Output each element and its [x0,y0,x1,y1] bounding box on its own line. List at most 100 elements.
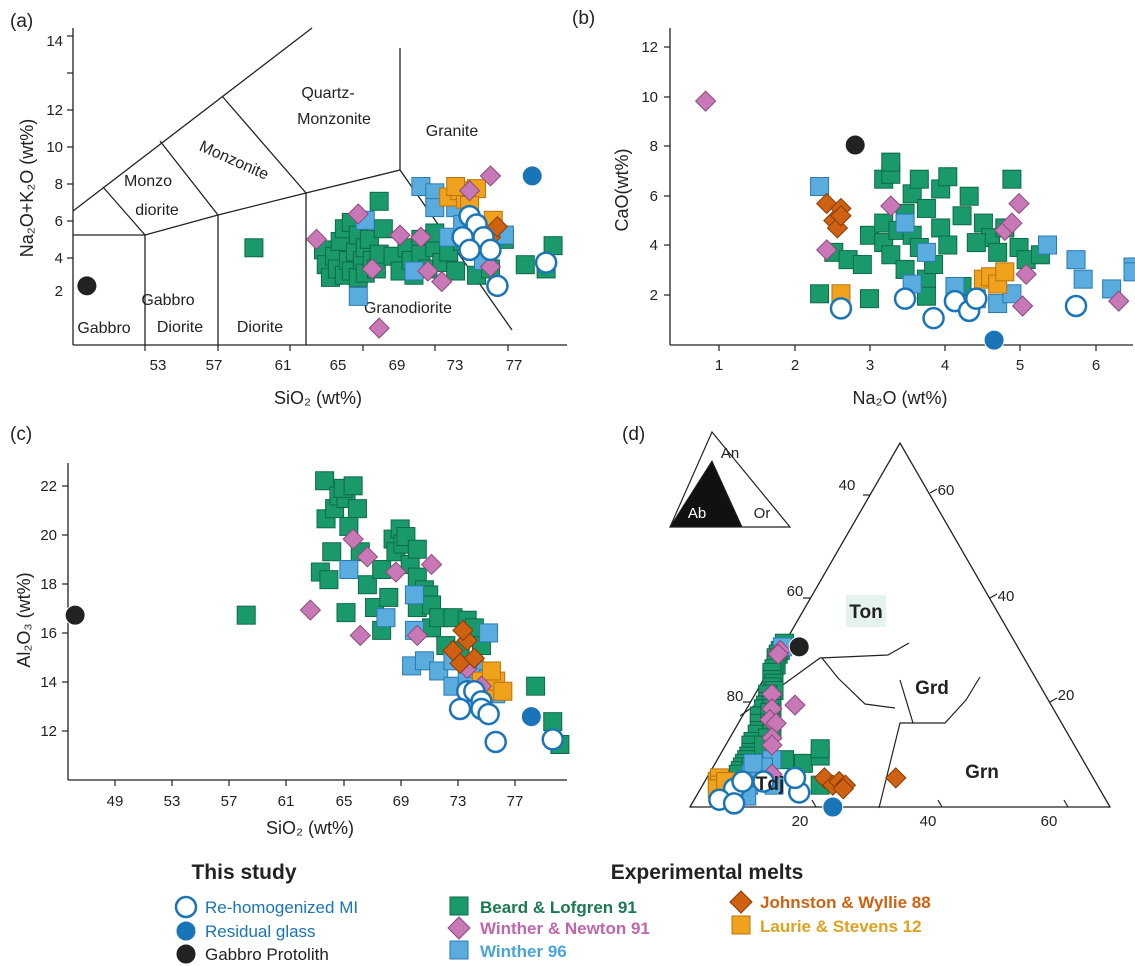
data-point-beard [859,289,879,309]
inset-ab-label: Ab [688,505,706,522]
field-label: Gabbro [141,292,194,309]
field-label: diorite [135,202,179,219]
tick-label: 57 [206,357,223,374]
tick-label: 6 [55,213,63,230]
panel-b-xticks: 1 2 3 4 5 6 [715,357,1100,374]
data-point-beard [446,261,466,281]
data-point-winther-newton [880,195,902,217]
legend-mi-marker [174,895,198,919]
inset-or-label: Or [754,505,771,522]
data-point-winther-newton [361,258,383,280]
data-point-winther-newton [1008,192,1030,215]
tick-label: 12 [40,723,57,740]
data-point-winther-newton [479,256,502,278]
data-point-winther-newton [761,734,783,756]
legend-winther-newton-marker [447,916,471,940]
legend-winther-newton-label: Winther & Newton 91 [480,919,650,938]
data-point-winther-newton [347,203,369,225]
panel-a-marks [76,165,563,339]
data-point-beard [959,186,979,206]
data-point-mi [458,238,481,262]
field-label: Gabbro [77,320,130,337]
grd-field-label: Grd [915,678,949,699]
data-point-mi [731,770,754,793]
data-point-winther96 [376,608,396,628]
data-point-gabbro [64,604,86,626]
field-label: Monzonite [297,111,371,128]
data-point-winther-newton [420,553,443,576]
data-point-beard [916,286,936,306]
data-point-winther96 [988,294,1008,314]
data-point-beard [347,499,367,519]
tick-label: 10 [46,139,63,156]
data-point-beard [379,587,399,607]
data-point-gabbro [844,134,866,156]
ternary-frame [688,441,1112,808]
data-point-beard [369,191,389,211]
tick-label: 1 [715,357,723,374]
panel-a-xlabel: SiO₂ (wt%) [274,388,362,408]
data-point-mi [752,770,775,793]
data-point-winther96 [429,661,449,681]
data-point-winther-newton [356,546,379,568]
legend-mi-label: Re-homogenized MI [205,898,358,917]
panel-b-axes [669,28,1133,346]
data-point-residual [822,796,844,818]
inset-ab-field [669,459,743,528]
tick-label: 22 [40,478,57,495]
tick-label: 18 [40,576,57,593]
data-point-beard [916,198,936,218]
data-point-winther-newton [368,317,390,339]
data-point-mi [484,730,507,754]
data-point-winther-newton [305,228,328,251]
tick-label: 10 [641,89,658,106]
panel-a-axes [72,28,567,346]
panel-b-label: (b) [572,8,595,29]
data-point-beard [244,238,264,258]
data-point-winther-newton [479,165,502,187]
data-point-winther96 [1123,262,1135,282]
data-point-winther96 [348,286,368,306]
data-point-mi [1064,294,1088,318]
data-point-winther96 [1002,284,1022,304]
data-point-mi [783,766,807,790]
data-point-winther-newton [299,599,322,621]
data-point-johnston [830,205,852,227]
tick-label: 4 [941,357,949,374]
data-point-beard [543,712,563,732]
data-point-beard [852,255,872,275]
panel-a-xticks: 53 57 61 65 69 73 77 [150,357,523,374]
tick-label: 60 [1041,813,1058,830]
data-point-beard [315,471,335,491]
panel-c-label: (c) [10,424,32,445]
data-point-beard [322,542,342,562]
panel-d-marks [707,633,907,818]
tick-label: 77 [506,357,523,374]
tick-label: 20 [1058,687,1075,704]
tick-label: 8 [650,138,658,155]
tick-label: 40 [839,477,856,494]
tick-label: 8 [55,176,63,193]
tick-label: 57 [221,793,238,810]
legend-laurie-marker [731,915,751,935]
data-point-beard [526,676,546,696]
panel-c-xlabel: SiO₂ (wt%) [266,818,354,838]
data-point-winther-newton [816,239,838,261]
data-point-winther96 [404,585,424,605]
data-point-winther-newton [389,224,411,246]
data-point-beard [931,218,951,238]
legend-laurie-label: Laurie & Stevens 12 [760,917,922,936]
legend-gabbro-marker [175,943,197,965]
data-point-mi [722,792,746,815]
tick-label: 6 [650,188,658,205]
data-point-winther96 [1066,250,1086,270]
data-point-laurie [481,661,501,681]
legend-gabbro-label: Gabbro Protolith [205,945,329,964]
panel-b-marks [694,90,1135,351]
data-point-beard [407,539,427,559]
panel-c-ticks [62,485,516,786]
panel-b-yticks: 2 4 6 8 10 12 [641,39,658,304]
data-point-winther-newton [694,90,717,112]
tick-label: 5 [1016,357,1024,374]
tick-label: 12 [46,102,63,119]
